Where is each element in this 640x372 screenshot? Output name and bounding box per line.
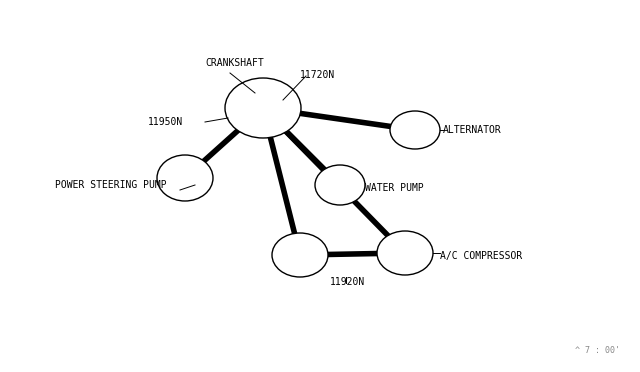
Text: WATER PUMP: WATER PUMP xyxy=(365,183,424,193)
Ellipse shape xyxy=(272,233,328,277)
Ellipse shape xyxy=(157,155,213,201)
Text: 11950N: 11950N xyxy=(148,117,183,127)
Text: 11720N: 11720N xyxy=(300,70,335,80)
Ellipse shape xyxy=(315,165,365,205)
Text: CRANKSHAFT: CRANKSHAFT xyxy=(205,58,264,68)
Text: ALTERNATOR: ALTERNATOR xyxy=(443,125,502,135)
Text: 11920N: 11920N xyxy=(330,277,365,287)
Text: POWER STEERING PUMP: POWER STEERING PUMP xyxy=(55,180,166,190)
Ellipse shape xyxy=(225,78,301,138)
Ellipse shape xyxy=(390,111,440,149)
Text: ^ 7 : 00': ^ 7 : 00' xyxy=(575,346,620,355)
Ellipse shape xyxy=(377,231,433,275)
Text: A/C COMPRESSOR: A/C COMPRESSOR xyxy=(440,251,522,261)
